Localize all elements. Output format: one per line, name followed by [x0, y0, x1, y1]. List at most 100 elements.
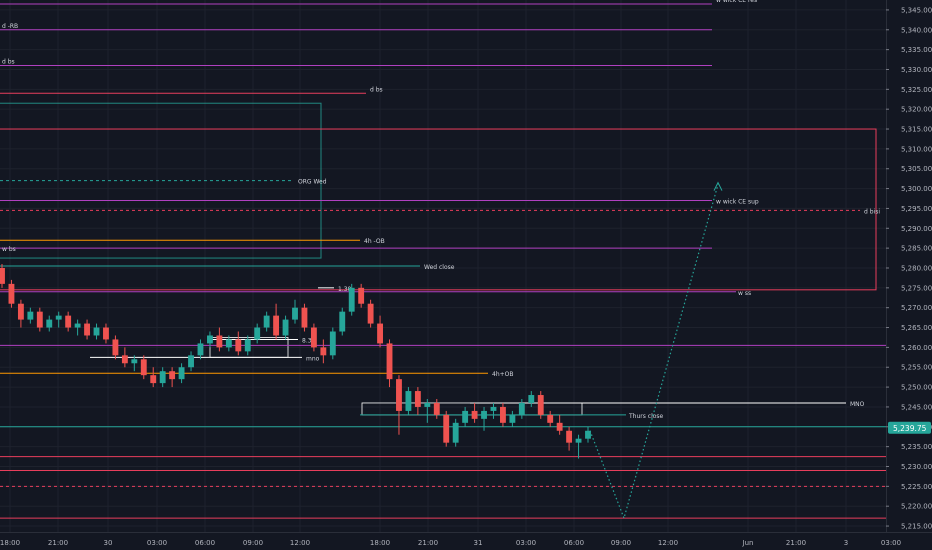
projection-path — [589, 181, 723, 520]
price-tick-label: 5,285.00 — [901, 245, 932, 253]
candle-body — [575, 438, 582, 443]
candle-body — [0, 267, 5, 284]
candle-body — [46, 319, 53, 328]
price-tick-label: 5,335.00 — [901, 46, 932, 54]
price-tick-label: 5,325.00 — [901, 86, 932, 94]
candle-body — [490, 406, 497, 411]
candle-body — [254, 327, 261, 340]
candle-body — [377, 323, 383, 344]
price-tick-label: 5,320.00 — [901, 106, 932, 114]
candle-body — [537, 395, 544, 415]
candle-body — [282, 319, 289, 336]
price-tick-label: 5,265.00 — [901, 324, 932, 332]
red-zone-box — [0, 128, 877, 291]
candle-body — [452, 422, 459, 443]
price-tick-label: 5,295.00 — [901, 205, 932, 213]
price-tick-label: 5,345.00 — [901, 6, 932, 14]
candle-body — [433, 402, 440, 415]
candle-body — [93, 327, 100, 336]
last-price-badge — [888, 421, 931, 434]
candles — [0, 264, 591, 459]
candle-body — [424, 402, 431, 407]
time-tick-label: 30 — [104, 539, 113, 547]
projection-line — [589, 184, 719, 520]
candle-body — [188, 355, 194, 368]
candle-body — [103, 327, 109, 340]
time-tick-label: 06:00 — [564, 539, 584, 547]
candle-body — [396, 379, 402, 411]
candle-body — [131, 359, 138, 364]
price-tick-label: 5,315.00 — [901, 126, 932, 134]
candle-body — [310, 327, 317, 348]
time-tick-label: 09:00 — [243, 539, 263, 547]
time-tick-label: 21:00 — [786, 539, 806, 547]
candle-body — [481, 410, 487, 419]
level-label: Wed close — [424, 264, 455, 271]
level-label: ORG Wed — [298, 179, 327, 186]
candle-body — [329, 331, 336, 356]
candle-body — [320, 347, 327, 356]
candle-body — [207, 335, 213, 344]
candle-body — [414, 391, 421, 407]
price-tick-label: 5,310.00 — [901, 145, 932, 153]
candle-body — [65, 315, 72, 328]
time-axis-bg — [0, 532, 932, 550]
candle-body — [17, 303, 24, 320]
level-label: w wick CE sup — [716, 198, 759, 205]
level-label: Thurs close — [628, 413, 664, 420]
candle-body — [301, 307, 308, 328]
price-axis-bg — [886, 0, 932, 550]
time-tick-label: 12:00 — [658, 539, 678, 547]
time-tick-label: 03:00 — [516, 539, 536, 547]
price-tick-label: 5,290.00 — [901, 225, 932, 233]
level-label: w bs — [2, 246, 16, 253]
price-tick-label: 5,270.00 — [901, 304, 932, 312]
price-tick-label: 5,280.00 — [901, 264, 932, 272]
candle-body — [263, 315, 270, 328]
price-tick-label: 5,340.00 — [901, 26, 932, 34]
time-tick-label: 31 — [474, 539, 483, 547]
level-label: mno — [306, 355, 320, 362]
time-axis[interactable]: 18:00 21:00 30 03:00 06:00 09:00 12:00 18:00 21:… — [0, 532, 932, 550]
price-axis[interactable]: 5,345.00 5,340.00 5,335.00 5,330.00 5,325.00… — [886, 0, 932, 550]
candle-body — [339, 311, 346, 332]
candle-body — [8, 283, 15, 304]
price-tick-label: 5,275.00 — [901, 284, 932, 292]
candle-body — [121, 355, 128, 364]
time-tick-label: 18:00 — [370, 539, 390, 547]
candle-body — [178, 367, 185, 380]
candle-body — [471, 410, 478, 419]
level-label: d bisi — [864, 208, 880, 215]
candle-body — [197, 343, 204, 356]
candle-body — [348, 287, 355, 312]
last-price-label: 5,239.75 — [893, 424, 927, 433]
candle-body — [556, 422, 563, 431]
candle-body — [386, 343, 393, 380]
time-tick-label: Jun — [742, 539, 754, 547]
candle-body — [518, 402, 525, 415]
level-label: 8.30 — [302, 337, 316, 344]
level-label: d bs — [370, 86, 383, 93]
level-label: d -RB — [2, 23, 18, 30]
price-tick-label: 5,250.00 — [901, 384, 932, 392]
candle-body — [443, 414, 450, 443]
price-tick-label: 5,230.00 — [901, 463, 932, 471]
price-tick-label: 5,235.00 — [901, 443, 932, 451]
candle-body — [528, 395, 535, 403]
price-tick-label: 5,220.00 — [901, 503, 932, 511]
price-tick-label: 5,305.00 — [901, 165, 932, 173]
candle-body — [150, 375, 157, 384]
level-label: 4h+OB — [492, 371, 514, 378]
time-tick-label: 09:00 — [611, 539, 631, 547]
candle-body — [273, 315, 280, 336]
price-tick-label: 5,330.00 — [901, 66, 932, 74]
candle-body — [27, 311, 34, 320]
candle-body — [225, 339, 232, 348]
candle-body — [36, 311, 43, 328]
candle-body — [500, 406, 506, 423]
candle-body — [292, 307, 298, 320]
candle-body — [140, 359, 147, 376]
price-tick-label: 5,260.00 — [901, 344, 932, 352]
